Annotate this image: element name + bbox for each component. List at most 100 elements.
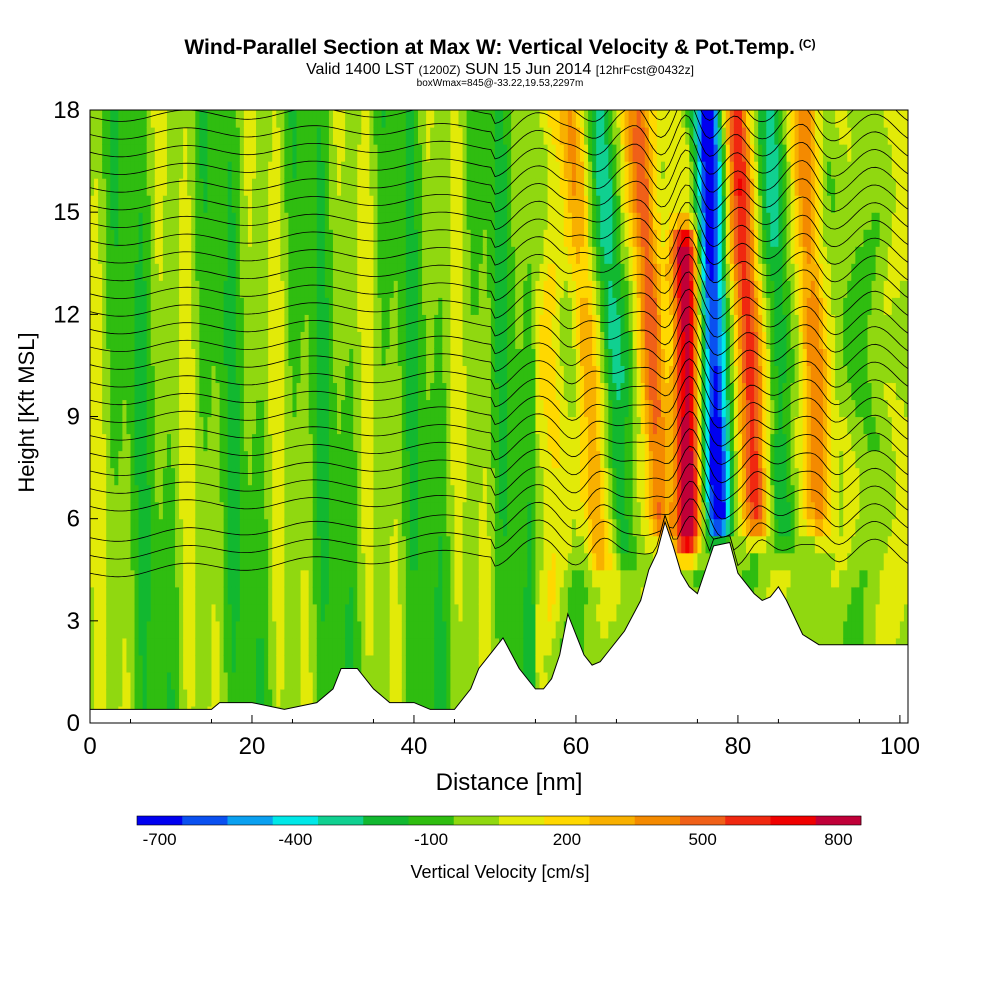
field-cell xyxy=(579,535,585,554)
field-cell xyxy=(369,314,375,332)
field-cell xyxy=(304,229,310,247)
field-cell xyxy=(385,688,391,707)
field-cell xyxy=(519,654,524,673)
field-cell xyxy=(357,314,362,332)
field-cell xyxy=(381,671,387,690)
field-cell xyxy=(272,178,277,196)
field-cell xyxy=(284,331,290,349)
field-cell xyxy=(199,127,204,145)
field-cell xyxy=(272,331,277,349)
field-cell xyxy=(284,535,290,554)
field-cell xyxy=(385,195,391,213)
field-cell xyxy=(450,671,456,690)
field-cell xyxy=(373,416,379,435)
field-cell xyxy=(563,297,569,315)
field-cell xyxy=(179,671,184,690)
field-cell xyxy=(381,467,387,486)
field-cell xyxy=(503,110,508,128)
field-cell xyxy=(110,110,115,128)
field-cell xyxy=(191,280,196,298)
field-cell xyxy=(264,569,269,588)
field-cell xyxy=(170,263,176,281)
field-cell xyxy=(494,246,500,264)
field-cell xyxy=(450,518,456,537)
field-cell xyxy=(592,484,597,503)
field-cell xyxy=(98,569,103,588)
field-cell xyxy=(543,518,549,537)
field-cell xyxy=(555,280,561,298)
field-cell xyxy=(458,297,464,315)
field-cell xyxy=(397,229,403,247)
field-cell xyxy=(130,178,136,196)
field-cell xyxy=(450,246,456,264)
field-cell xyxy=(604,263,609,281)
field-cell xyxy=(247,688,253,707)
field-cell xyxy=(466,450,472,469)
field-cell xyxy=(531,671,537,690)
field-cell xyxy=(195,620,200,639)
field-cell xyxy=(648,365,654,384)
field-cell xyxy=(426,110,431,128)
field-cell xyxy=(571,603,577,622)
field-cell xyxy=(567,450,573,469)
field-cell xyxy=(458,637,464,656)
field-cell xyxy=(211,399,217,418)
field-cell xyxy=(98,671,103,690)
field-cell xyxy=(567,501,573,520)
field-cell xyxy=(636,127,642,145)
field-cell xyxy=(401,586,407,605)
field-cell xyxy=(430,229,435,247)
field-cell xyxy=(207,416,213,435)
field-cell xyxy=(324,110,330,128)
field-cell xyxy=(592,195,597,213)
field-cell xyxy=(616,450,622,469)
field-cell xyxy=(628,280,634,298)
field-cell xyxy=(381,365,387,384)
field-cell xyxy=(179,297,184,315)
field-cell xyxy=(179,450,184,469)
field-cell xyxy=(154,161,160,179)
field-cell xyxy=(191,586,196,605)
field-cell xyxy=(373,535,379,554)
field-cell xyxy=(320,518,326,537)
field-cell xyxy=(345,314,350,332)
field-cell xyxy=(632,297,638,315)
field-cell xyxy=(401,382,407,401)
field-cell xyxy=(118,263,123,281)
field-cell xyxy=(341,467,346,486)
field-cell xyxy=(239,127,245,145)
field-cell xyxy=(183,195,188,213)
field-cell xyxy=(397,688,403,707)
field-cell xyxy=(531,382,537,401)
field-cell xyxy=(361,654,366,673)
field-cell xyxy=(620,161,626,179)
field-cell xyxy=(478,620,484,639)
field-cell xyxy=(292,127,298,145)
field-cell xyxy=(276,195,281,213)
field-cell xyxy=(418,110,423,128)
field-cell xyxy=(571,314,577,332)
field-cell xyxy=(260,552,265,571)
field-cell xyxy=(284,688,290,707)
field-cell xyxy=(413,331,419,349)
field-cell xyxy=(316,127,322,145)
field-cell xyxy=(256,331,261,349)
field-cell xyxy=(312,637,318,656)
field-cell xyxy=(227,314,233,332)
field-cell xyxy=(264,552,269,571)
field-cell xyxy=(499,127,504,145)
field-cell xyxy=(179,178,184,196)
field-cell xyxy=(369,212,375,230)
field-cell xyxy=(413,297,419,315)
field-cell xyxy=(219,654,225,673)
field-cell xyxy=(608,467,613,486)
field-cell xyxy=(158,331,164,349)
field-cell xyxy=(243,450,249,469)
field-cell xyxy=(434,365,439,384)
field-cell xyxy=(462,195,468,213)
field-cell xyxy=(357,654,362,673)
field-cell xyxy=(511,433,516,452)
field-cell xyxy=(126,603,132,622)
field-cell xyxy=(636,229,642,247)
field-cell xyxy=(345,416,350,435)
